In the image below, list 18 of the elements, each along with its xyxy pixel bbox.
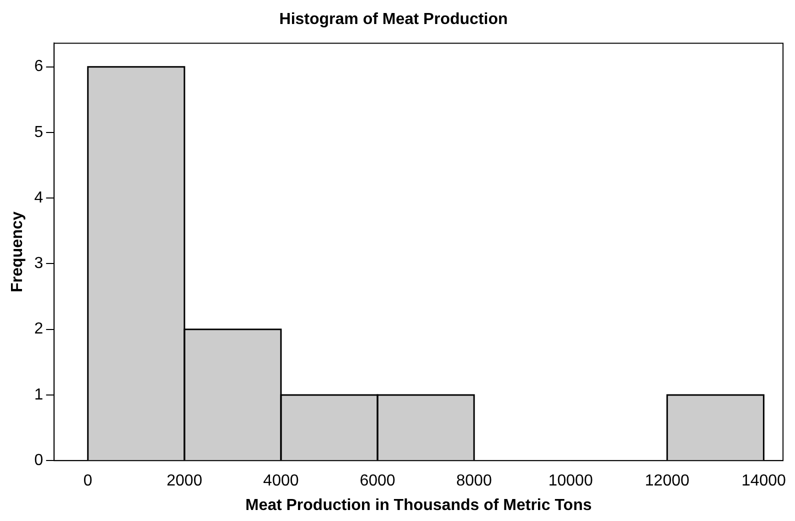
x-tick-label: 14000 <box>741 472 786 490</box>
y-tick-label: 4 <box>34 189 44 206</box>
x-tick-label: 0 <box>83 472 92 490</box>
y-axis-title: Frequency <box>9 211 26 292</box>
x-tick-label: 12000 <box>644 472 690 490</box>
chart-title: Histogram of Meat Production <box>279 11 508 28</box>
y-tick-label: 6 <box>34 58 44 76</box>
y-tick-label: 2 <box>34 320 44 338</box>
x-tick-label: 8000 <box>456 472 492 490</box>
x-tick-label: 10000 <box>548 472 593 490</box>
x-axis-title: Meat Production in Thousands of Metric Tons <box>245 496 592 514</box>
y-tick-label: 0 <box>34 452 44 470</box>
y-tick-label: 1 <box>34 386 44 404</box>
y-tick-label: 3 <box>34 255 44 272</box>
x-tick-label: 2000 <box>166 472 202 490</box>
x-tick-label: 6000 <box>360 472 396 490</box>
y-tick-label: 5 <box>34 124 44 141</box>
x-tick-label: 4000 <box>263 472 299 490</box>
